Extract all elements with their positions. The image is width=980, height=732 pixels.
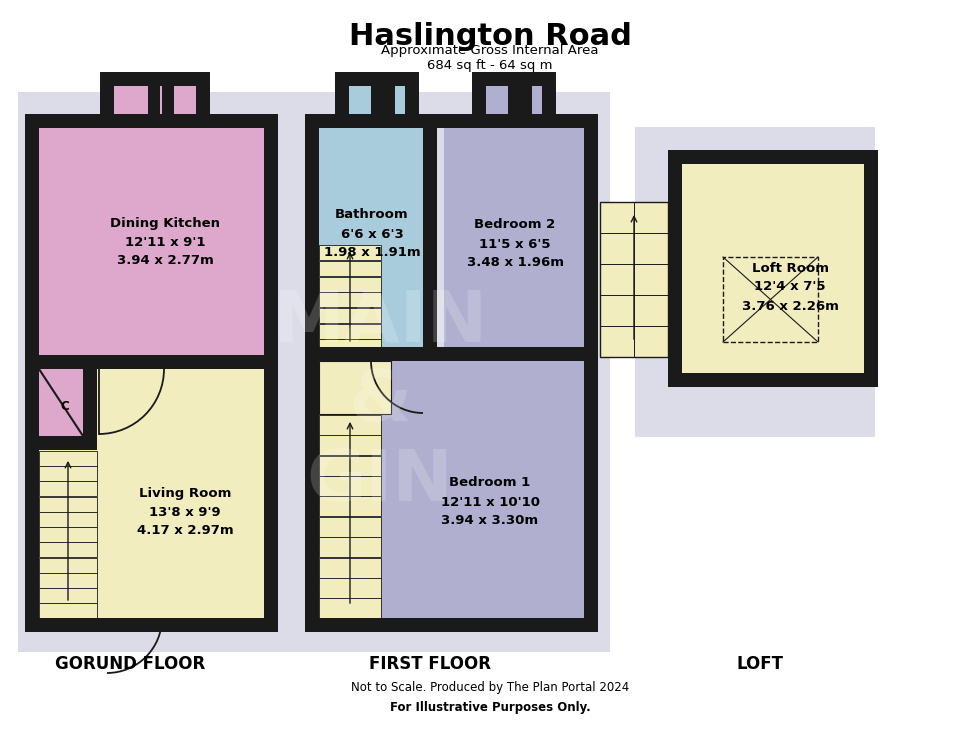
Bar <box>335 72 349 128</box>
Bar <box>39 466 97 481</box>
Bar <box>319 578 381 598</box>
Text: GORUND FLOOR: GORUND FLOOR <box>55 655 205 673</box>
Bar <box>39 497 97 512</box>
Bar <box>25 114 39 632</box>
Bar <box>319 277 381 292</box>
Bar <box>335 72 419 128</box>
Bar <box>39 527 97 542</box>
Bar <box>319 598 381 618</box>
Bar <box>335 72 419 86</box>
Text: LOFT: LOFT <box>737 655 783 673</box>
Bar <box>319 292 381 307</box>
Bar <box>83 362 97 450</box>
Bar <box>319 308 381 323</box>
Bar <box>162 86 174 128</box>
Bar <box>423 128 437 354</box>
Bar <box>305 114 319 632</box>
Bar <box>668 373 878 387</box>
Bar <box>668 150 878 164</box>
Text: Living Room
13'8 x 9'9
4.17 x 2.97m: Living Room 13'8 x 9'9 4.17 x 2.97m <box>136 487 233 537</box>
Bar <box>472 72 486 128</box>
Text: 684 sq ft - 64 sq m: 684 sq ft - 64 sq m <box>427 59 553 72</box>
Bar <box>635 127 875 437</box>
Bar <box>39 128 264 362</box>
Bar <box>319 347 584 361</box>
Bar <box>668 150 682 387</box>
Bar <box>319 435 381 455</box>
Bar <box>319 361 391 414</box>
Bar <box>39 588 97 603</box>
Bar <box>25 618 278 632</box>
Bar <box>39 355 264 369</box>
Bar <box>319 558 381 578</box>
Text: Bedroom 1
12'11 x 10'10
3.94 x 3.30m: Bedroom 1 12'11 x 10'10 3.94 x 3.30m <box>440 477 540 528</box>
Bar <box>25 436 97 450</box>
Bar <box>319 324 381 339</box>
Bar <box>319 245 381 260</box>
Bar <box>319 261 381 276</box>
Bar <box>100 72 210 86</box>
Bar <box>39 558 97 573</box>
Bar <box>508 86 520 128</box>
Text: Not to Scale. Produced by The Plan Portal 2024: Not to Scale. Produced by The Plan Porta… <box>351 681 629 693</box>
Text: MAIN
&
GIN: MAIN & GIN <box>272 288 488 516</box>
Text: C: C <box>61 400 70 413</box>
Bar <box>18 92 285 652</box>
Bar <box>319 128 430 354</box>
Bar <box>39 542 97 557</box>
Bar <box>39 603 97 618</box>
Bar <box>319 456 381 476</box>
Bar <box>319 496 381 516</box>
Text: FIRST FLOOR: FIRST FLOOR <box>369 655 491 673</box>
Bar <box>39 573 97 588</box>
Bar <box>383 86 395 128</box>
Bar <box>39 362 97 450</box>
Bar <box>39 512 97 527</box>
Bar <box>319 415 381 435</box>
Bar <box>405 72 419 128</box>
Bar <box>864 150 878 387</box>
Bar <box>444 128 584 354</box>
Bar <box>305 618 598 632</box>
Text: Haslington Road: Haslington Road <box>349 22 631 51</box>
Bar <box>723 257 818 342</box>
Bar <box>264 114 278 632</box>
Bar <box>305 114 598 128</box>
Bar <box>584 114 598 632</box>
Bar <box>319 476 381 496</box>
Bar <box>100 72 210 128</box>
Text: Bedroom 2
11'5 x 6'5
3.48 x 1.96m: Bedroom 2 11'5 x 6'5 3.48 x 1.96m <box>466 218 564 269</box>
Bar <box>472 72 556 128</box>
Bar <box>25 618 93 632</box>
Bar <box>319 517 381 537</box>
Bar <box>319 537 381 557</box>
Bar <box>148 86 160 128</box>
Text: Approximate Gross Internal Area: Approximate Gross Internal Area <box>381 44 599 57</box>
Bar <box>319 339 381 354</box>
Text: Loft Room
12'4 x 7'5
3.76 x 2.26m: Loft Room 12'4 x 7'5 3.76 x 2.26m <box>742 261 839 313</box>
Bar <box>600 202 668 357</box>
Bar <box>542 72 556 128</box>
Bar <box>162 618 278 632</box>
Bar <box>39 481 97 496</box>
Bar <box>100 72 114 128</box>
Text: For Illustrative Purposes Only.: For Illustrative Purposes Only. <box>390 701 590 714</box>
Bar <box>682 164 864 373</box>
Bar <box>39 451 97 466</box>
Bar <box>472 72 556 86</box>
Text: Bathroom
6'6 x 6'3
1.98 x 1.91m: Bathroom 6'6 x 6'3 1.98 x 1.91m <box>323 209 420 260</box>
Bar <box>25 114 278 128</box>
Bar <box>39 362 264 618</box>
Text: Dining Kitchen
12'11 x 9'1
3.94 x 2.77m: Dining Kitchen 12'11 x 9'1 3.94 x 2.77m <box>110 217 220 267</box>
Bar <box>520 86 532 128</box>
Bar <box>196 72 210 128</box>
Bar <box>319 354 584 618</box>
Bar <box>270 92 610 652</box>
Bar <box>371 86 383 128</box>
